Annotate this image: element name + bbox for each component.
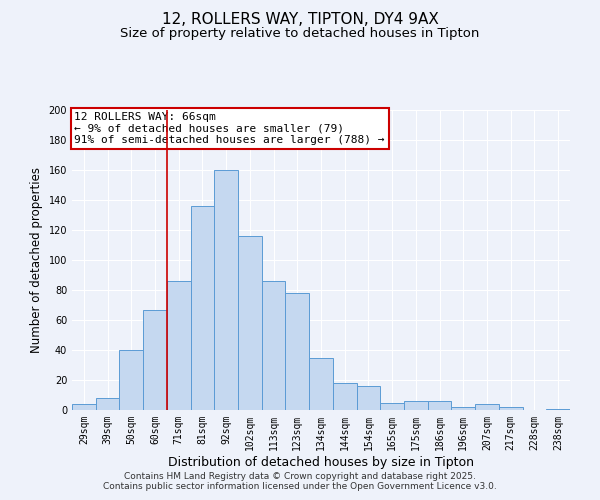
Bar: [96, 398, 119, 410]
Bar: [356, 386, 380, 410]
Bar: [119, 350, 143, 410]
Bar: [143, 310, 167, 410]
Bar: [286, 293, 309, 410]
Y-axis label: Number of detached properties: Number of detached properties: [30, 167, 43, 353]
Text: Contains public sector information licensed under the Open Government Licence v3: Contains public sector information licen…: [103, 482, 497, 491]
Bar: [309, 358, 333, 410]
Bar: [380, 402, 404, 410]
Text: Size of property relative to detached houses in Tipton: Size of property relative to detached ho…: [121, 28, 479, 40]
Bar: [167, 281, 191, 410]
Bar: [262, 281, 286, 410]
Bar: [238, 236, 262, 410]
Bar: [451, 407, 475, 410]
Bar: [214, 170, 238, 410]
Bar: [333, 383, 356, 410]
Bar: [499, 407, 523, 410]
Bar: [428, 401, 451, 410]
Bar: [191, 206, 214, 410]
Bar: [475, 404, 499, 410]
Bar: [546, 408, 570, 410]
Text: Contains HM Land Registry data © Crown copyright and database right 2025.: Contains HM Land Registry data © Crown c…: [124, 472, 476, 481]
Bar: [72, 404, 96, 410]
Bar: [404, 401, 428, 410]
X-axis label: Distribution of detached houses by size in Tipton: Distribution of detached houses by size …: [168, 456, 474, 468]
Text: 12 ROLLERS WAY: 66sqm
← 9% of detached houses are smaller (79)
91% of semi-detac: 12 ROLLERS WAY: 66sqm ← 9% of detached h…: [74, 112, 385, 144]
Text: 12, ROLLERS WAY, TIPTON, DY4 9AX: 12, ROLLERS WAY, TIPTON, DY4 9AX: [161, 12, 439, 28]
